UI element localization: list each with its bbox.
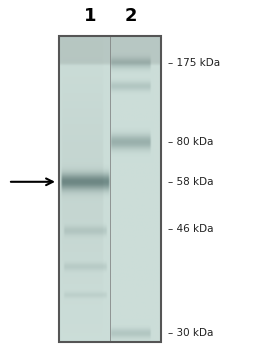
Text: – 80 kDa: – 80 kDa [168, 137, 214, 147]
Text: – 30 kDa: – 30 kDa [168, 328, 214, 338]
Text: 2: 2 [125, 7, 137, 25]
Bar [59, 36, 161, 342]
Text: – 58 kDa: – 58 kDa [168, 177, 214, 187]
Text: – 175 kDa: – 175 kDa [168, 58, 220, 68]
Text: – 46 kDa: – 46 kDa [168, 224, 214, 234]
Text: 1: 1 [84, 7, 96, 25]
